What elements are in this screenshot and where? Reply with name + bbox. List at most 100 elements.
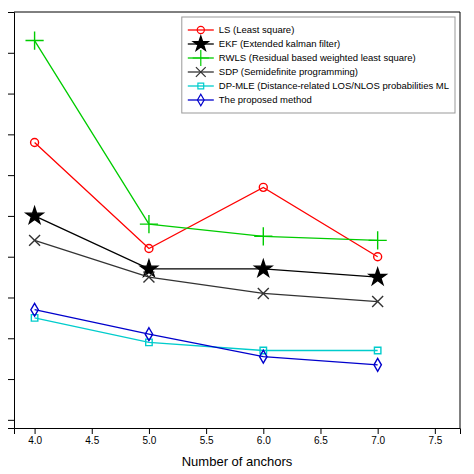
plot-frame	[460, 12, 461, 428]
x-tick-label: 5.5	[200, 435, 214, 446]
point	[25, 31, 43, 49]
point	[374, 253, 382, 261]
point	[254, 227, 272, 245]
point	[374, 347, 380, 353]
y-tick	[8, 297, 14, 298]
legend-entry: EKF (Extended kalman filter)	[188, 36, 340, 50]
y-tick-mark	[8, 134, 14, 135]
y-tick-mark	[8, 53, 14, 54]
y-axis-line	[8, 13, 15, 429]
x-tick-mark	[263, 428, 264, 434]
y-tick-mark	[8, 338, 14, 339]
y-tick-mark	[8, 94, 14, 95]
point	[26, 207, 43, 223]
x-tick-mark	[149, 428, 150, 434]
point	[143, 272, 154, 283]
x-tick-label: 6.5	[314, 435, 328, 446]
legend-entry: RWLS (Residual based weighted least squa…	[188, 50, 416, 66]
series-line	[35, 240, 378, 301]
x-axis: 4.0 4.5 5.0 5.5 6.0 6.5 7.0 7.5	[15, 428, 461, 446]
legend-label: SDP (Semidefinite programming)	[219, 66, 358, 77]
x-tick-label: 6.0	[257, 435, 271, 446]
point	[140, 215, 158, 233]
point	[140, 260, 157, 276]
y-tick	[8, 175, 14, 176]
y-tick-mark	[8, 379, 14, 380]
legend-frame	[182, 17, 455, 113]
x-tick: 4.5	[85, 428, 99, 446]
series	[26, 207, 386, 284]
chart: 4.0 4.5 5.0 5.5 6.0 6.5 7.0 7.5 Number of anchor…	[0, 0, 474, 474]
point	[259, 183, 267, 191]
legend-swatch-marker	[198, 83, 204, 89]
legend-swatch-line	[188, 85, 214, 86]
legend: LS (Least square) EKF (Extended kalman fi…	[182, 17, 455, 113]
y-tick	[8, 12, 14, 13]
x-axis-title: Number of anchors	[182, 454, 293, 469]
y-tick-mark	[8, 12, 14, 13]
series-line	[35, 310, 378, 365]
point	[31, 303, 38, 316]
x-tick-mark	[206, 428, 207, 434]
x-tick-mark	[378, 428, 379, 434]
x-tick-mark	[435, 428, 436, 434]
x-tick: 7.5	[428, 428, 442, 446]
y-tick	[8, 216, 14, 217]
legend-swatch-marker	[193, 50, 209, 66]
y-tick	[8, 420, 14, 421]
x-axis-line	[15, 429, 461, 435]
x-tick-label: 4.5	[85, 435, 99, 446]
legend-swatch-marker	[197, 26, 204, 33]
y-tick-mark	[8, 297, 14, 298]
y-tick	[8, 257, 14, 258]
legend-swatch-marker	[193, 36, 208, 50]
x-tick: 6.0	[257, 428, 271, 446]
legend-entry: LS (Least square)	[188, 24, 295, 35]
point	[29, 235, 40, 246]
legend-swatch-marker	[196, 67, 206, 77]
point	[258, 288, 269, 299]
x-tick-label: 7.0	[371, 435, 385, 446]
y-tick	[8, 94, 14, 95]
x-tick-mark	[92, 428, 93, 434]
point	[255, 260, 272, 276]
plot-area: 4.0 4.5 5.0 5.5 6.0 6.5 7.0 7.5 Number of anchor…	[8, 12, 461, 469]
y-tick-mark	[8, 175, 14, 176]
y-tick-mark	[8, 216, 14, 217]
x-tick-label: 5.0	[142, 435, 156, 446]
legend-label: LS (Least square)	[219, 24, 295, 35]
point	[372, 296, 383, 307]
point	[374, 358, 381, 371]
point	[369, 231, 387, 249]
x-tick-label: 7.5	[428, 435, 442, 446]
x-tick: 5.0	[142, 428, 156, 446]
point	[145, 245, 153, 253]
x-tick: 6.5	[314, 428, 328, 446]
x-tick-label: 4.0	[28, 435, 42, 446]
y-tick-mark	[8, 257, 14, 258]
legend-swatch-line	[188, 29, 214, 30]
y-tick	[8, 53, 14, 54]
legend-label: RWLS (Residual based weighted least squa…	[219, 52, 416, 63]
x-tick-mark	[35, 428, 36, 434]
series	[31, 303, 382, 371]
x-tick-mark	[320, 428, 321, 434]
series	[29, 235, 383, 307]
legend-label: EKF (Extended kalman filter)	[219, 38, 340, 49]
x-tick: 5.5	[200, 428, 214, 446]
legend-swatch-line	[188, 99, 214, 100]
legend-swatch-marker	[197, 94, 204, 106]
legend-label: The proposed method	[219, 94, 312, 105]
point	[260, 350, 267, 363]
x-tick: 7.0	[371, 428, 385, 446]
point	[31, 139, 39, 147]
y-tick-mark	[8, 420, 14, 421]
legend-entry: DP-MLE (Distance-related LOS/NLOS probab…	[188, 80, 449, 91]
x-tick: 4.0	[28, 428, 42, 446]
point	[145, 328, 152, 341]
plot-frame	[14, 12, 460, 13]
y-tick	[8, 379, 14, 380]
legend-entry: SDP (Semidefinite programming)	[188, 66, 358, 77]
legend-entry: The proposed method	[188, 94, 312, 106]
y-tick	[8, 338, 14, 339]
